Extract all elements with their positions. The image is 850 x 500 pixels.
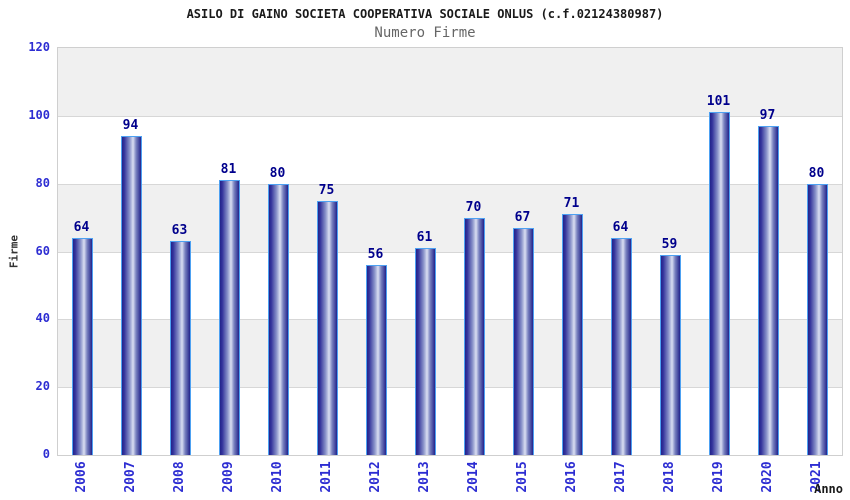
chart-bar	[366, 265, 387, 455]
x-tick-label: 2014	[465, 461, 481, 493]
chart-bar	[611, 238, 632, 455]
y-tick-label: 0	[42, 447, 50, 461]
gridline	[58, 387, 842, 388]
bar-value-label: 56	[367, 247, 384, 262]
x-tick-label: 2013	[416, 461, 432, 493]
y-tick-label: 100	[28, 107, 50, 122]
chart-bar	[121, 136, 142, 455]
x-tick-label: 2008	[171, 461, 187, 493]
x-tick-label: 2017	[612, 461, 628, 493]
bar-value-label: 64	[612, 220, 629, 235]
gridline	[58, 116, 842, 117]
chart-bar	[72, 238, 93, 455]
x-tick-label: 2010	[269, 461, 285, 493]
chart-bar	[709, 112, 730, 455]
x-tick-label: 2007	[122, 461, 138, 493]
chart-bar	[170, 241, 191, 455]
y-tick-label: 20	[35, 379, 50, 394]
x-tick-label: 2020	[759, 461, 775, 493]
bar-value-label: 61	[416, 230, 433, 245]
x-tick-label: 2016	[563, 461, 579, 493]
x-tick-label: 2019	[710, 461, 726, 493]
chart-bar	[660, 255, 681, 455]
chart-subtitle: Numero Firme	[374, 25, 476, 41]
bar-value-label: 70	[465, 200, 482, 215]
bar-value-label: 101	[706, 94, 731, 109]
bar-value-label: 80	[269, 166, 286, 181]
gridline	[58, 252, 842, 253]
chart-bar	[268, 184, 289, 455]
chart-bar	[807, 184, 828, 455]
x-tick-label: 2011	[318, 461, 334, 493]
gridline	[58, 319, 842, 320]
x-axis-title: Anno	[814, 482, 843, 496]
bar-value-label: 59	[661, 237, 678, 252]
plot-area	[57, 47, 843, 456]
bar-value-label: 75	[318, 183, 335, 198]
chart-bar	[513, 228, 534, 455]
bar-value-label: 94	[122, 118, 139, 133]
x-tick-label: 2006	[73, 461, 89, 493]
x-tick-label: 2018	[661, 461, 677, 493]
bar-value-label: 97	[759, 108, 776, 123]
x-tick-label: 2012	[367, 461, 383, 493]
bar-value-label: 71	[563, 196, 580, 211]
bar-value-label: 81	[220, 162, 237, 177]
y-tick-label: 60	[35, 243, 50, 258]
y-tick-label: 40	[35, 311, 50, 326]
chart-bar	[464, 218, 485, 455]
y-tick-label: 80	[35, 175, 50, 190]
x-tick-label: 2015	[514, 461, 530, 493]
chart-bar	[317, 201, 338, 455]
bar-value-label: 63	[171, 223, 188, 238]
chart-bar	[562, 214, 583, 455]
chart-title: ASILO DI GAINO SOCIETA COOPERATIVA SOCIA…	[186, 7, 664, 21]
chart-bar	[219, 180, 240, 455]
bar-value-label: 67	[514, 210, 531, 225]
chart-bar	[415, 248, 436, 455]
plot-band	[58, 48, 842, 116]
bar-value-label: 64	[73, 220, 90, 235]
gridline	[58, 184, 842, 185]
bar-value-label: 80	[808, 166, 825, 181]
chart-bar	[758, 126, 779, 455]
y-tick-label: 120	[28, 40, 50, 54]
x-tick-label: 2009	[220, 461, 236, 493]
